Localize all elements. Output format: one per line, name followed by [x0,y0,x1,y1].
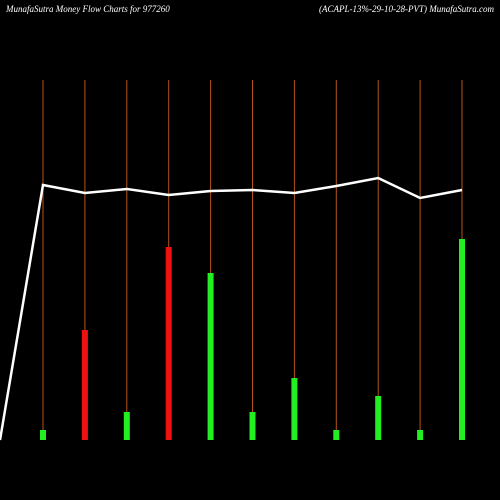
bar [375,396,382,440]
bar [165,247,172,440]
bar [291,378,298,440]
bar [40,430,46,440]
money-flow-line [0,176,463,441]
chart-title: MunafaSutra Money Flow Charts for 977260 [5,4,170,14]
bar [333,430,340,440]
bar [417,430,424,440]
bar [207,273,214,440]
chart-subtitle: (ACAPL-13%-29-10-28-PVT) MunafaSutra.com [319,4,494,14]
bar [249,412,256,440]
bar [123,412,130,440]
bar [459,239,465,440]
bar [81,330,88,440]
